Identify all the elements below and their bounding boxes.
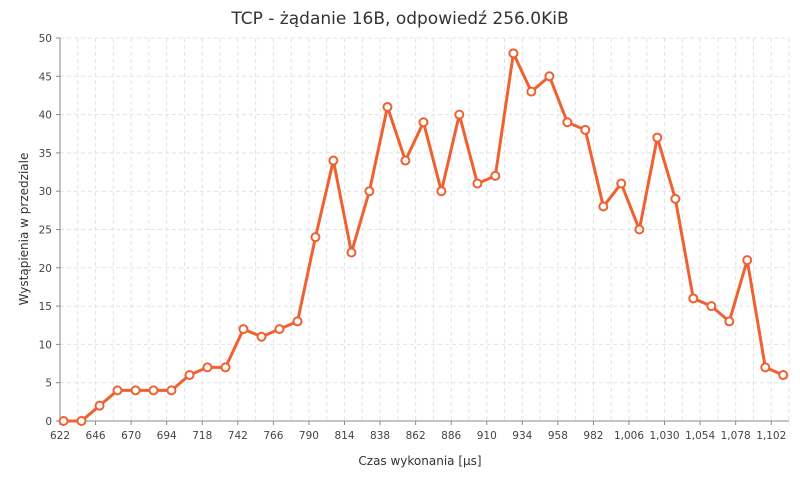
data-point bbox=[184, 370, 195, 381]
data-point bbox=[472, 178, 483, 189]
x-tick-label: 718 bbox=[192, 430, 212, 442]
x-tick-label: 742 bbox=[228, 430, 248, 442]
data-point bbox=[58, 416, 69, 426]
x-tick-label: 622 bbox=[50, 430, 70, 442]
data-point bbox=[292, 316, 303, 327]
grid bbox=[60, 37, 790, 421]
data-point bbox=[490, 170, 501, 181]
y-tick-label: 20 bbox=[39, 263, 52, 275]
x-axis-label: Czas wykonania [µs] bbox=[358, 454, 481, 468]
data-point bbox=[274, 324, 285, 335]
data-point bbox=[436, 186, 447, 197]
data-point bbox=[598, 201, 609, 212]
data-point bbox=[400, 155, 411, 166]
y-tick-label: 25 bbox=[39, 225, 52, 237]
data-point bbox=[634, 224, 645, 235]
y-tick-label: 0 bbox=[45, 416, 52, 428]
data-point bbox=[220, 362, 231, 373]
x-tick-label: 1,030 bbox=[650, 430, 680, 442]
data-point bbox=[562, 117, 573, 128]
data-point bbox=[724, 316, 735, 327]
data-point bbox=[580, 124, 591, 135]
data-point bbox=[454, 109, 465, 120]
y-axis-label: Wystąpienia w przedziale bbox=[17, 153, 31, 306]
axes bbox=[56, 37, 789, 425]
data-point bbox=[94, 400, 105, 411]
data-point bbox=[76, 416, 87, 426]
data-point bbox=[760, 362, 771, 373]
data-point bbox=[688, 293, 699, 304]
x-tick-label: 1,078 bbox=[721, 430, 751, 442]
data-point bbox=[544, 71, 555, 82]
y-tick-label: 10 bbox=[39, 339, 52, 351]
tick-labels: 0 5 10 15 20 25 30 35 40 45 50 622 646 670 694 718 742 76… bbox=[39, 33, 787, 442]
data-point bbox=[346, 247, 357, 258]
y-tick-label: 30 bbox=[39, 186, 52, 198]
x-tick-label: 694 bbox=[157, 430, 177, 442]
x-tick-label: 790 bbox=[299, 430, 319, 442]
x-tick-label: 934 bbox=[512, 430, 532, 442]
data-point bbox=[112, 385, 123, 396]
data-point bbox=[328, 155, 339, 166]
x-tick-label: 646 bbox=[86, 430, 106, 442]
data-point bbox=[742, 255, 753, 266]
y-tick-label: 35 bbox=[39, 148, 52, 160]
data-point bbox=[652, 132, 663, 143]
y-tick-label: 5 bbox=[45, 378, 52, 390]
x-tick-label: 982 bbox=[583, 430, 603, 442]
y-tick-label: 50 bbox=[39, 33, 52, 45]
chart-title: TCP - żądanie 16B, odpowiedź 256.0KiB bbox=[230, 9, 568, 29]
y-tick-label: 40 bbox=[39, 110, 52, 122]
data-point bbox=[526, 86, 537, 97]
data-point bbox=[418, 117, 429, 128]
x-tick-label: 814 bbox=[334, 430, 354, 442]
x-tick-label: 862 bbox=[406, 430, 426, 442]
x-tick-label: 670 bbox=[121, 430, 141, 442]
y-tick-label: 45 bbox=[39, 71, 52, 83]
x-tick-label: 958 bbox=[548, 430, 568, 442]
data-point bbox=[706, 301, 717, 312]
y-tick-label: 15 bbox=[39, 301, 52, 313]
data-point bbox=[508, 48, 519, 59]
series bbox=[58, 48, 789, 426]
data-point bbox=[616, 178, 627, 189]
data-point bbox=[364, 186, 375, 197]
x-tick-label: 838 bbox=[370, 430, 390, 442]
x-tick-label: 910 bbox=[477, 430, 497, 442]
data-point bbox=[130, 385, 141, 396]
x-tick-label: 766 bbox=[263, 430, 283, 442]
data-point bbox=[778, 370, 789, 381]
data-point bbox=[382, 101, 393, 112]
data-point bbox=[256, 331, 267, 342]
data-point bbox=[670, 193, 681, 204]
series-line bbox=[63, 51, 784, 423]
data-point bbox=[310, 232, 321, 243]
data-point bbox=[166, 385, 177, 396]
data-point bbox=[148, 385, 159, 396]
data-point bbox=[238, 324, 249, 335]
data-point bbox=[202, 362, 213, 373]
x-tick-label: 1,102 bbox=[756, 430, 786, 442]
x-tick-label: 1,054 bbox=[685, 430, 715, 442]
x-tick-label: 1,006 bbox=[614, 430, 644, 442]
x-tick-label: 886 bbox=[441, 430, 461, 442]
